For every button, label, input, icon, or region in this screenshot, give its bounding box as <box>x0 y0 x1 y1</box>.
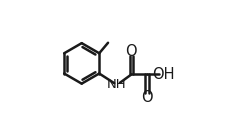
Text: NH: NH <box>107 78 126 91</box>
Text: O: O <box>141 90 152 105</box>
Text: OH: OH <box>151 67 173 82</box>
Text: O: O <box>125 44 136 59</box>
